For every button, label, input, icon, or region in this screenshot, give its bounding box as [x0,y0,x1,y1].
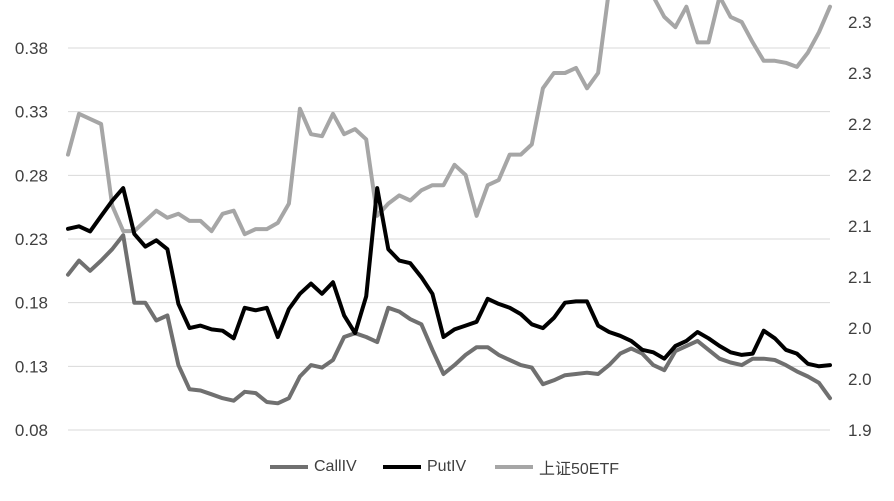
left-tick-label: 0.28 [15,166,48,185]
legend-swatch-50etf [495,465,533,469]
right-axis-ticks: 1.9 2.0 2.0 2.1 2.1 2.2 2.2 2.3 2.3 [848,13,872,440]
legend-label-putiv: PutIV [427,458,467,475]
left-tick-label: 0.38 [15,39,48,58]
left-tick-label: 0.23 [15,230,48,249]
right-tick-label: 2.3 [848,13,872,32]
legend: CallIV PutIV 上证50ETF [0,452,894,482]
left-tick-label: 0.18 [15,294,48,313]
left-tick-label: 0.08 [15,421,48,440]
series-line-putiv [66,186,832,369]
legend-swatch-calliv [270,465,308,469]
right-tick-label: 2.0 [848,319,872,338]
left-axis-ticks: 0.08 0.13 0.18 0.23 0.28 0.33 0.38 [15,39,48,440]
legend-item-putiv: PutIV [383,452,466,482]
legend-swatch-putiv [383,465,421,469]
right-tick-label: 2.2 [848,115,872,134]
left-tick-label: 0.13 [15,357,48,376]
right-tick-label: 1.9 [848,421,872,440]
legend-label-calliv: CallIV [314,458,357,475]
line-chart: 0.08 0.13 0.18 0.23 0.28 0.33 0.38 1.9 2.0 2.0 2.… [15,0,872,440]
series-lines [66,0,832,406]
right-tick-label: 2.2 [848,166,872,185]
right-tick-label: 2.3 [848,64,872,83]
left-tick-label: 0.33 [15,103,48,122]
series-line-50etf [66,0,832,237]
legend-item-50etf: 上证50ETF [495,452,619,482]
series-line-calliv [66,233,832,406]
right-tick-label: 2.1 [848,217,872,236]
legend-item-calliv: CallIV [270,452,357,482]
right-tick-label: 2.0 [848,370,872,389]
legend-label-50etf: 上证50ETF [539,461,620,478]
right-tick-label: 2.1 [848,268,872,287]
